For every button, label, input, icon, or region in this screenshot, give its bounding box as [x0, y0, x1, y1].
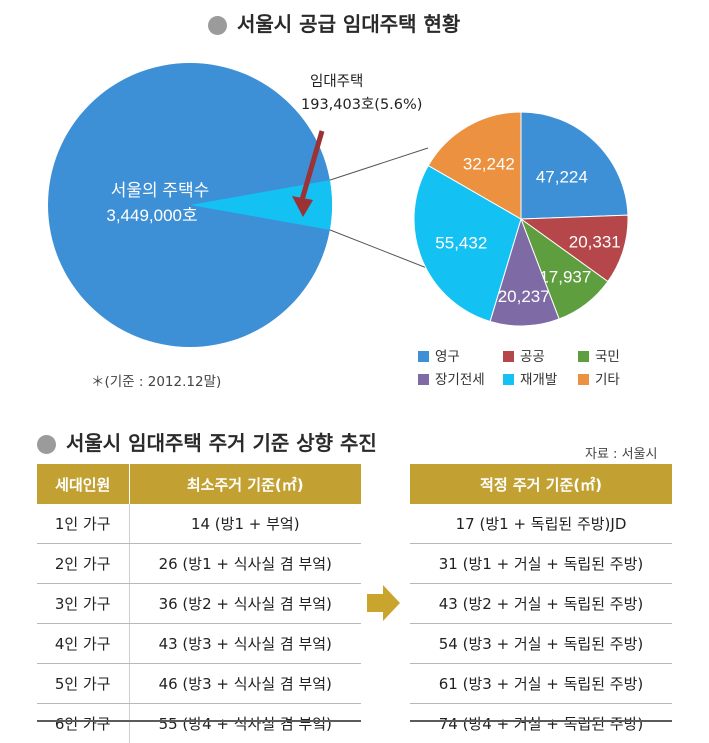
bullet-icon	[37, 435, 56, 454]
sub-pie-data-label: 32,242	[463, 154, 515, 173]
table-row: 31 (방1 + 거실 + 독립된 주방)	[410, 544, 672, 584]
title-text: 서울시 임대주택 주거 기준 상향 추진	[66, 431, 377, 455]
header-proper-standard: 적정 주거 기준(㎡)	[410, 464, 672, 504]
legend-swatch	[503, 351, 514, 362]
sub-pie-data-label: 20,331	[569, 232, 621, 251]
sub-pie-data-label: 20,237	[498, 287, 550, 306]
table-bottom-rule	[410, 720, 672, 722]
legend-item-janggi: 장기전세	[418, 368, 485, 388]
sub-pie-slice	[521, 112, 628, 219]
table-row: 54 (방3 + 거실 + 독립된 주방)	[410, 624, 672, 664]
legend-item-gonggong: 공공	[503, 345, 545, 365]
sub-pie-data-label: 17,937	[539, 268, 591, 287]
footnote: ＊(기준 : 2012.12말)	[91, 370, 221, 390]
legend-item-gita: 기타	[578, 368, 620, 388]
connector-line-top	[330, 148, 428, 180]
legend-swatch	[503, 374, 514, 385]
table-row: 74 (방4 + 거실 + 독립된 주방)	[410, 704, 672, 743]
table-row: 43 (방2 + 거실 + 독립된 주방)	[410, 584, 672, 624]
legend-swatch	[418, 351, 429, 362]
pie-charts: 서울의 주택수 3,449,000호 임대주택 193,403호(5.6%) 4…	[0, 0, 709, 400]
sub-pie-data-label: 55,432	[435, 234, 487, 253]
table-bottom-rule	[37, 720, 361, 722]
sub-pie-data-label: 47,224	[536, 168, 588, 187]
rental-label: 임대주택	[310, 73, 363, 90]
legend-swatch	[418, 374, 429, 385]
table-row: 17 (방1 + 독립된 주방)JD	[410, 504, 672, 544]
header-minimum-standard: 최소주거 기준(㎡)	[129, 464, 361, 504]
legend-item-gukmin: 국민	[578, 345, 620, 365]
legend-item-youngu: 영구	[418, 345, 460, 365]
rental-value: 193,403호(5.6%)	[301, 97, 422, 113]
legend-swatch	[578, 351, 589, 362]
section-title-standards: 서울시 임대주택 주거 기준 상향 추진	[37, 427, 377, 456]
main-pie	[48, 63, 332, 347]
main-total-value: 3,449,000호	[106, 206, 197, 225]
main-total-label: 서울의 주택수	[111, 181, 210, 200]
proposed-standards-table: 적정 주거 기준(㎡) 17 (방1 + 독립된 주방)JD 31 (방1 + …	[410, 464, 672, 743]
header-household: 세대인원	[37, 464, 129, 504]
table-row: 61 (방3 + 거실 + 독립된 주방)	[410, 664, 672, 704]
legend-item-jaegaebal: 재개발	[503, 368, 557, 388]
source-note: 자료 : 서울시	[585, 443, 657, 462]
legend-swatch	[578, 374, 589, 385]
right-arrow-icon	[367, 585, 401, 621]
